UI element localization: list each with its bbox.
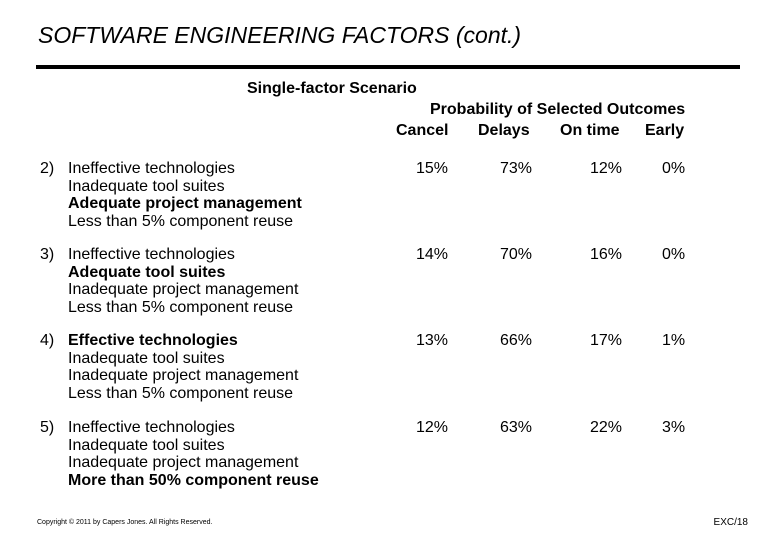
value-early: 0% [662, 160, 686, 177]
slide-title: SOFTWARE ENGINEERING FACTORS (cont.) [38, 22, 522, 48]
scenario-number: 2) [40, 160, 55, 177]
scenario-item: 4) Effective technologies Inadequate tool… [40, 332, 298, 402]
scenario-factor: Inadequate project management [68, 281, 299, 298]
slide-id: EXC/18 [713, 517, 748, 528]
value-delays: 70% [500, 246, 533, 263]
scenario-factor: More than 50% component reuse [68, 471, 319, 489]
column-header-delays: Delays [478, 122, 530, 139]
scenario-item: 2) Ineffective technologies Inadequate to… [40, 160, 302, 230]
scenario-factor: Less than 5% component reuse [68, 298, 294, 316]
value-on-time: 12% [590, 160, 623, 177]
value-cancel: 15% [416, 160, 449, 177]
value-cancel: 12% [416, 419, 449, 436]
scenario-factor: Inadequate project management [68, 367, 299, 384]
scenario-factor: Inadequate tool suites [68, 436, 225, 454]
column-header-on-time: On time [560, 122, 620, 139]
title-divider [36, 65, 740, 69]
value-early: 0% [662, 246, 686, 263]
value-delays: 63% [500, 419, 533, 436]
value-on-time: 17% [590, 332, 623, 349]
value-delays: 66% [500, 332, 533, 349]
scenario-factor: Adequate tool suites [68, 263, 226, 281]
value-on-time: 16% [590, 246, 623, 263]
value-on-time: 22% [590, 419, 623, 436]
scenario-factor: Inadequate tool suites [68, 349, 225, 367]
scenario-factor: Ineffective technologies [68, 246, 235, 263]
scenario-factor: Adequate project management [68, 195, 302, 212]
value-cancel: 13% [416, 332, 449, 349]
value-early: 3% [662, 419, 686, 436]
scenario-item: 5) Ineffective technologies Inadequate to… [40, 419, 319, 489]
copyright-notice: Copyright © 2011 by Capers Jones. All Ri… [37, 519, 213, 526]
scenario-number: 3) [40, 246, 55, 263]
scenario-number: 4) [40, 332, 55, 349]
column-header-early: Early [645, 122, 685, 139]
column-header-cancel: Cancel [396, 122, 449, 139]
value-delays: 73% [500, 160, 533, 177]
scenario-factor: Less than 5% component reuse [68, 384, 294, 402]
scenario-label: Single-factor Scenario [247, 80, 417, 97]
scenario-factor: Less than 5% component reuse [68, 212, 294, 230]
scenario-item: 3) Ineffective technologies Adequate tool… [40, 246, 298, 316]
scenario-number: 5) [40, 419, 55, 436]
value-early: 1% [662, 332, 686, 349]
scenario-factor: Ineffective technologies [68, 160, 235, 177]
probability-label: Probability of Selected Outcomes [430, 101, 686, 118]
scenario-factor: Inadequate tool suites [68, 177, 225, 195]
scenario-factor: Inadequate project management [68, 454, 299, 471]
value-cancel: 14% [416, 246, 449, 263]
scenario-factor: Effective technologies [68, 332, 238, 349]
scenario-factor: Ineffective technologies [68, 419, 235, 436]
